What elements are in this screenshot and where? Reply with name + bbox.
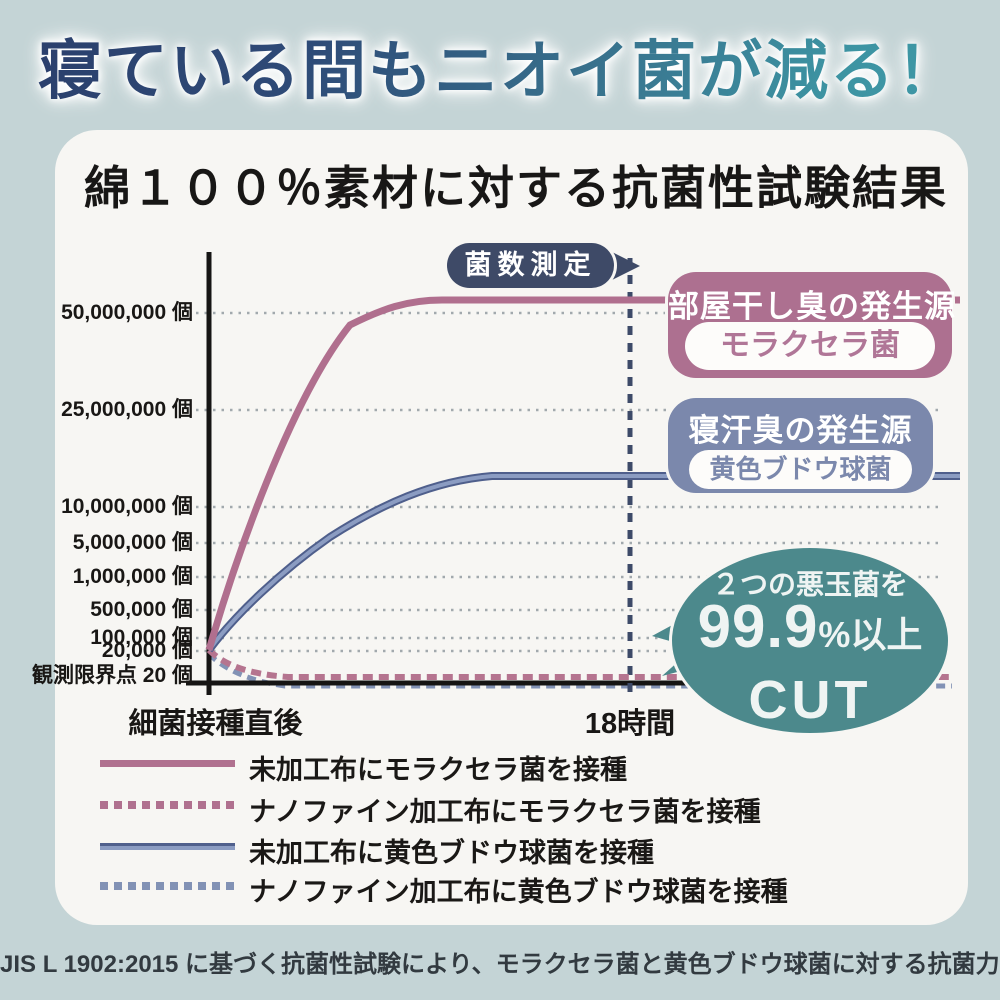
legend-swatch-untreated-staph [100,843,235,850]
cut-percentage-badge: ２つの悪玉菌を 99.9%以上 CUT [672,548,948,733]
moraxella-name-pill: モラクセラ菌 [685,322,935,370]
y-axis-label-500k: 500,000 個 [90,598,193,621]
staph-source-badge: 寝汗臭の発生源 黄色ブドウ球菌 [668,398,933,493]
y-axis-label-10m: 10,000,000 個 [61,495,193,518]
legend-label-treated-staph: ナノファイン加工布に黄色ブドウ球菌を接種 [249,877,788,907]
x-axis-label-18h: 18時間 [584,708,676,740]
cut-badge-percent: 99.9 [697,593,819,660]
y-axis-label-25m: 25,000,000 個 [61,398,193,421]
moraxella-source-title: 部屋干し臭の発生源 [668,289,956,324]
y-axis-label-5m: 5,000,000 個 [72,531,193,554]
y-axis-label-1m: 1,000,000 個 [72,565,193,588]
cut-badge-percent-row: 99.9%以上 [672,597,948,671]
footnote: JIS L 1902:2015 に基づく抗菌性試験により、モラクセラ菌と黄色ブド… [0,951,1000,978]
measurement-badge: 菌数測定 [447,243,614,288]
cut-badge-line1: ２つの悪玉菌を [711,569,908,600]
y-axis-label-20k: 20,000 個 [101,639,193,662]
x-axis-label-start: 細菌接種直後 [128,708,303,740]
legend-label-treated-moraxella: ナノファイン加工布にモラクセラ菌を接種 [249,797,761,827]
moraxella-source-badge: 部屋干し臭の発生源 モラクセラ菌 [668,272,956,378]
page-title-glow: 寝ている間もニオイ菌が減る！ [0,22,1000,122]
page-title-text: 寝ている間もニオイ菌が減る！ [0,22,1000,122]
staph-name-pill: 黄色ブドウ球菌 [689,450,912,489]
legend-label-untreated-staph: 未加工布に黄色ブドウ球菌を接種 [249,838,654,868]
cut-badge-percent-suffix: %以上 [818,614,923,655]
legend-swatch-untreated-moraxella [100,760,235,767]
cut-badge-cut-text: CUT [748,670,872,730]
legend-swatch-treated-staph [100,882,235,890]
page-title: 寝ている間もニオイ菌が減る！ 寝ている間もニオイ菌が減る！ [0,22,1000,122]
legend-label-untreated-moraxella: 未加工布にモラクセラ菌を接種 [249,755,627,785]
y-axis-label-100k: 100,000 個 [90,626,193,649]
y-axis-label-detection-limit: 観測限界点 20 個 [31,664,193,687]
y-axis-label-50m: 50,000,000 個 [61,301,193,324]
chart-title: 綿１００％素材に対する抗菌性試験結果 [84,162,948,214]
legend-swatch-treated-moraxella [100,801,235,809]
staph-source-title: 寝汗臭の発生源 [688,413,913,448]
